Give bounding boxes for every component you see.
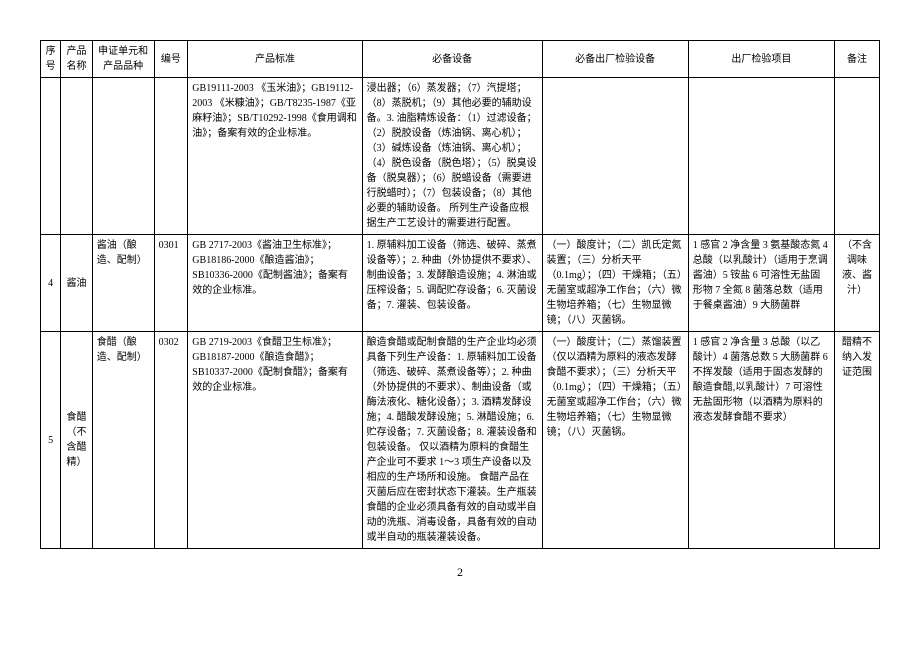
cell-note: （不含调味液、酱汁） [834,235,879,332]
cell-note: 醋精不纳入发证范围 [834,332,879,549]
cell-std: GB 2717-2003《酱油卫生标准》；GB18186-2000《酿造酱油》；… [188,235,362,332]
header-item: 出厂检验项目 [688,41,834,78]
cell-name [61,78,92,235]
cell-std: GB 2719-2003《食醋卫生标准》；GB18187-2000《酿造食醋》；… [188,332,362,549]
page-number: 2 [40,565,880,580]
cell-seq [41,78,61,235]
cell-equip: 浸出器；（6）蒸发器；（7）汽提塔；（8）蒸脱机；（9）其他必要的辅助设备。3.… [362,78,542,235]
cell-name: 食醋（不含醋精） [61,332,92,549]
table-row: 4 酱油 酱油（酿造、配制） 0301 GB 2717-2003《酱油卫生标准》… [41,235,880,332]
cell-test: （一）酸度计；（二）凯氏定氮装置；（三）分析天平（0.1mg）；（四）干燥箱；（… [542,235,688,332]
cell-unit: 酱油（酿造、配制） [92,235,154,332]
header-code: 编号 [154,41,188,78]
cell-name: 酱油 [61,235,92,332]
header-seq: 序号 [41,41,61,78]
cell-code: 0302 [154,332,188,549]
header-name: 产品名称 [61,41,92,78]
cell-test [542,78,688,235]
header-note: 备注 [834,41,879,78]
cell-code [154,78,188,235]
cell-test: （一）酸度计；（二）蒸馏装置（仅以酒精为原料的液态发酵食醋不要求）；（三）分析天… [542,332,688,549]
header-unit: 申证单元和产品品种 [92,41,154,78]
cell-code: 0301 [154,235,188,332]
cell-equip: 酿造食醋或配制食醋的生产企业均必须具备下列生产设备：1. 原辅料加工设备（筛选、… [362,332,542,549]
table-row: 5 食醋（不含醋精） 食醋（酿造、配制） 0302 GB 2719-2003《食… [41,332,880,549]
product-standards-table: 序号 产品名称 申证单元和产品品种 编号 产品标准 必备设备 必备出厂检验设备 … [40,40,880,549]
cell-equip: 1. 原辅料加工设备（筛选、破碎、蒸煮设备等）；2. 种曲（外协提供不要求）、制… [362,235,542,332]
cell-item [688,78,834,235]
cell-note [834,78,879,235]
table-header-row: 序号 产品名称 申证单元和产品品种 编号 产品标准 必备设备 必备出厂检验设备 … [41,41,880,78]
table-row: GB19111-2003 《玉米油》；GB19112-2003 《米糠油》；GB… [41,78,880,235]
header-test: 必备出厂检验设备 [542,41,688,78]
header-std: 产品标准 [188,41,362,78]
cell-unit [92,78,154,235]
header-equip: 必备设备 [362,41,542,78]
cell-item: 1 感官 2 净含量 3 氨基酸态氮 4 总酸（以乳酸计）（适用于烹调酱油）5 … [688,235,834,332]
cell-seq: 5 [41,332,61,549]
cell-std: GB19111-2003 《玉米油》；GB19112-2003 《米糠油》；GB… [188,78,362,235]
cell-unit: 食醋（酿造、配制） [92,332,154,549]
cell-item: 1 感官 2 净含量 3 总酸（以乙酸计）4 菌落总数 5 大肠菌群 6 不挥发… [688,332,834,549]
cell-seq: 4 [41,235,61,332]
